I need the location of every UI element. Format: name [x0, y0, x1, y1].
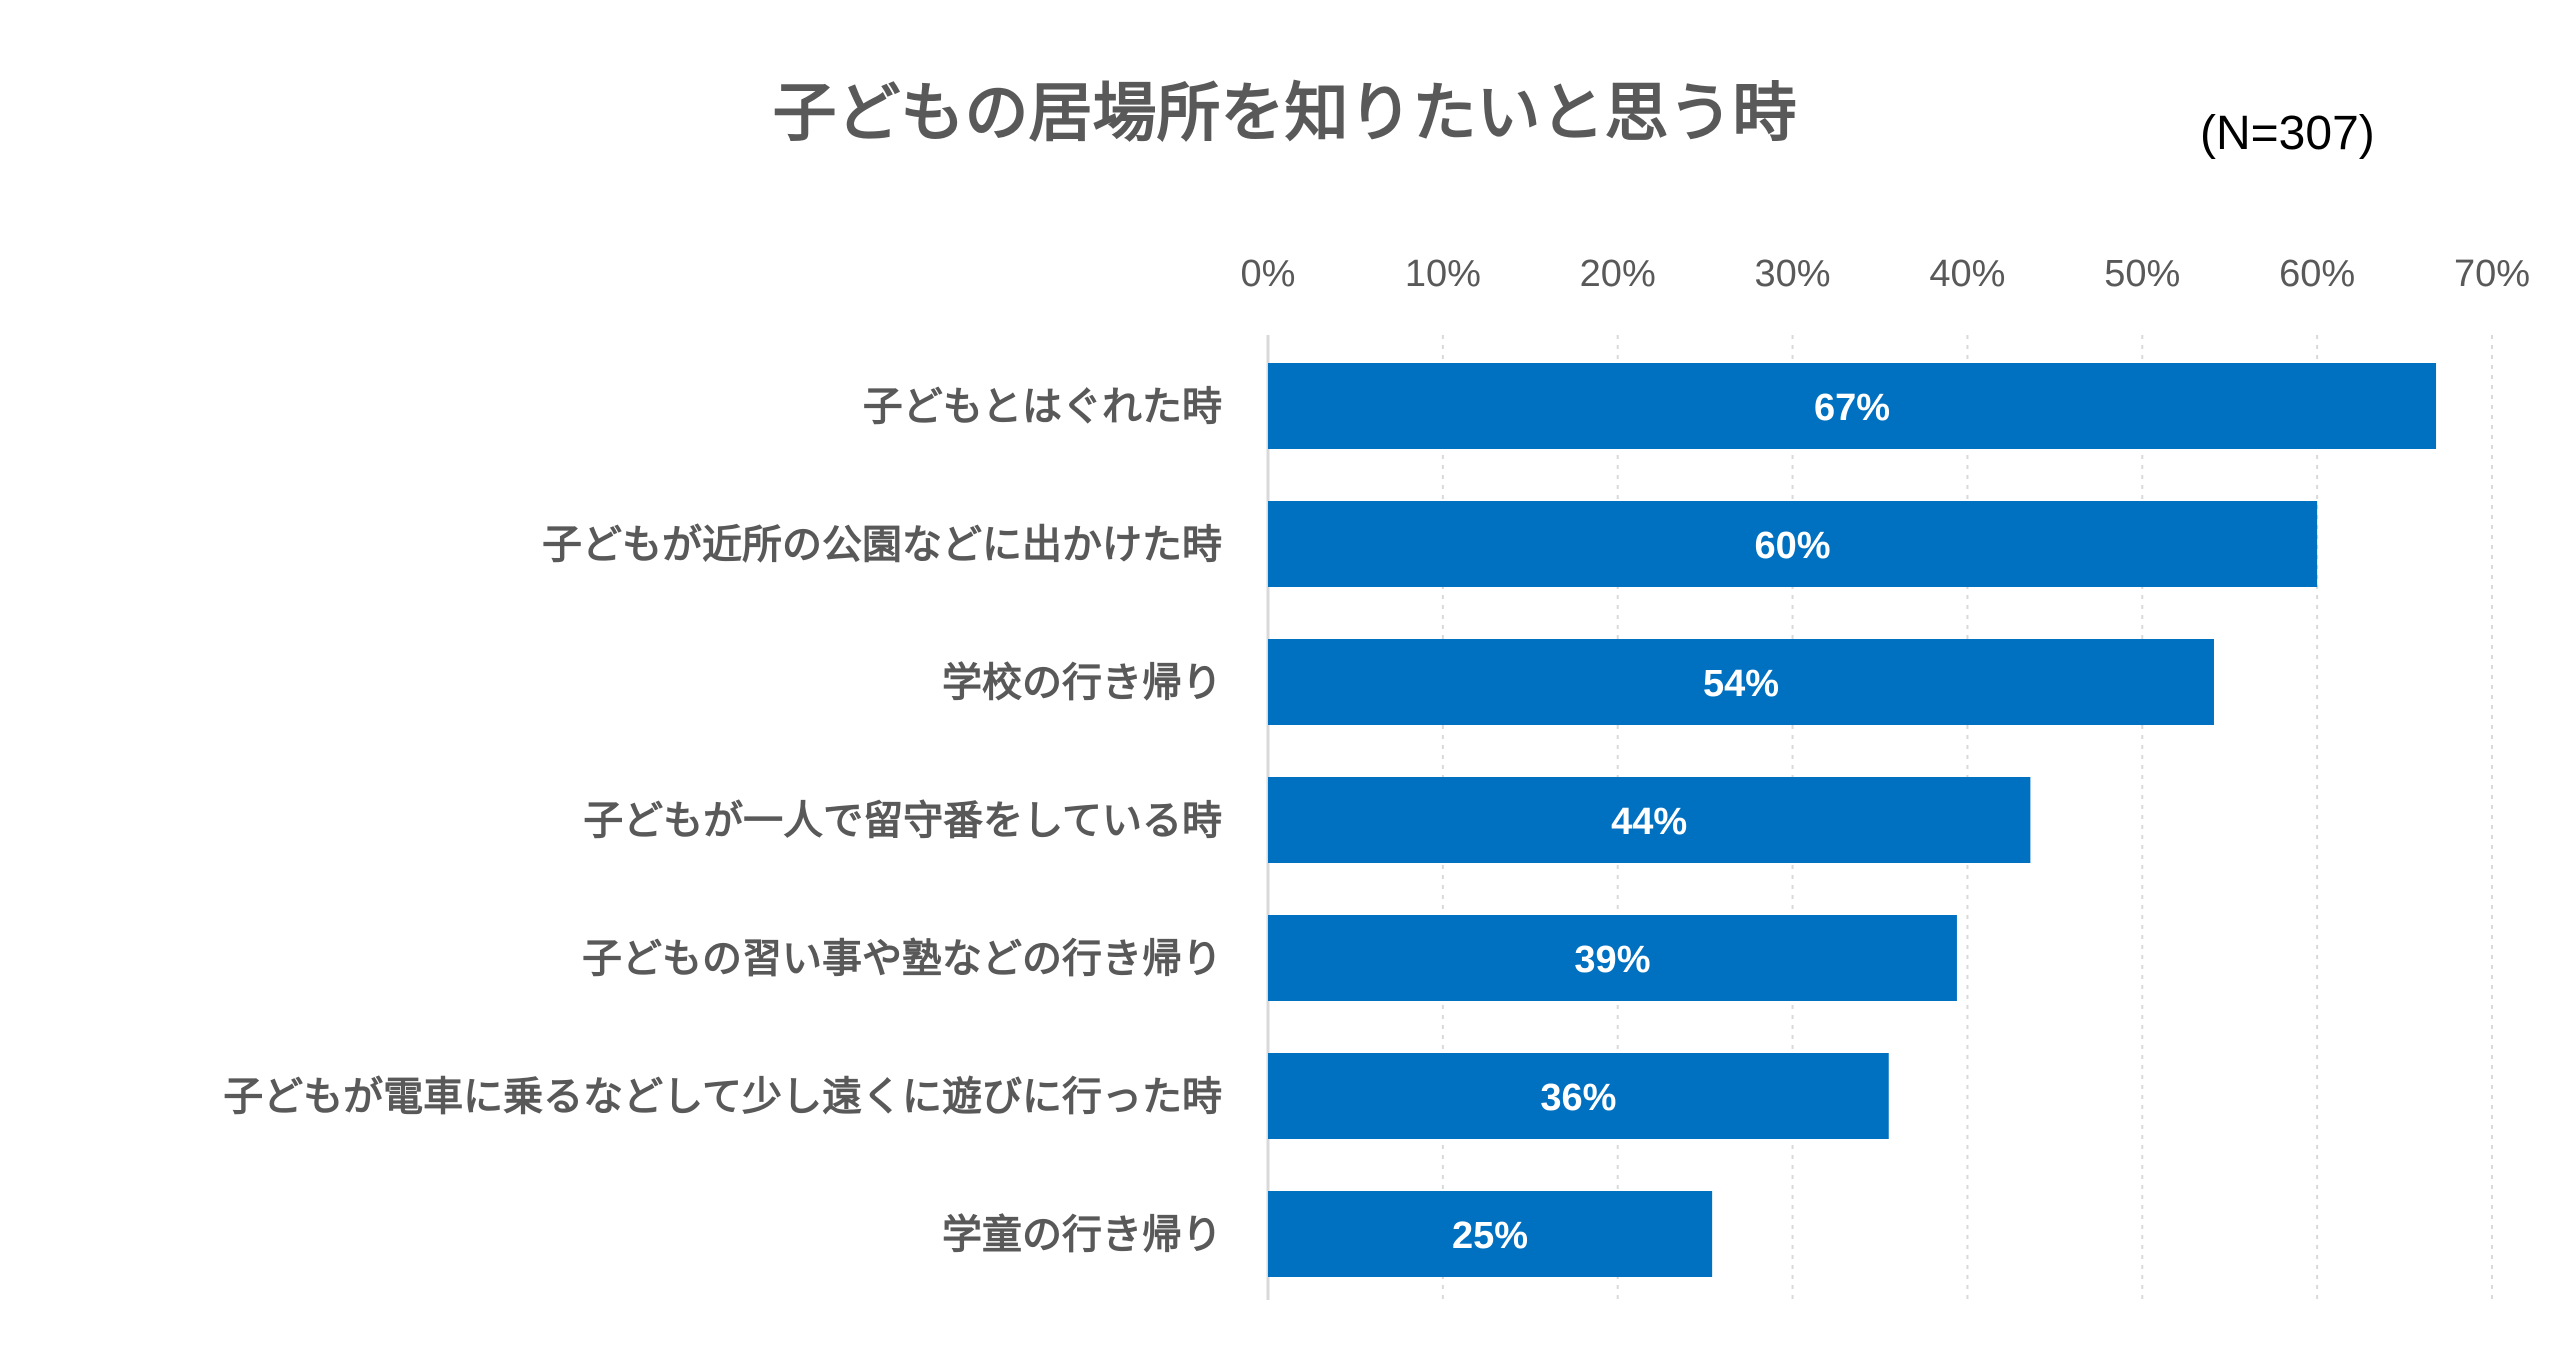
chart-title: 子どもの居場所を知りたいと思う時: [772, 77, 1797, 151]
data-label: 60%: [1755, 525, 1831, 567]
bar: [1268, 501, 2318, 587]
data-label: 39%: [1574, 939, 1650, 981]
x-tick-label: 20%: [1580, 253, 1656, 295]
bar: [1268, 777, 2031, 863]
x-tick-label: 70%: [2454, 253, 2530, 295]
category-label: 子どもが電車に乗るなどして少し遠くに遊びに行った時: [223, 1074, 1222, 1120]
x-tick-label: 50%: [2104, 253, 2180, 295]
category-label: 学校の行き帰り: [942, 660, 1222, 706]
category-label: 学童の行き帰り: [942, 1212, 1222, 1258]
data-label: 25%: [1452, 1215, 1528, 1257]
x-tick-label: 60%: [2279, 253, 2355, 295]
bar: [1268, 1191, 1713, 1277]
bar: [1268, 363, 2437, 449]
x-tick-label: 0%: [1241, 253, 1296, 295]
bars: [1268, 363, 2437, 1277]
category-label: 子どもが一人で留守番をしている時: [583, 798, 1222, 844]
data-label: 54%: [1703, 663, 1779, 705]
x-tick-label: 10%: [1405, 253, 1481, 295]
data-label: 44%: [1611, 801, 1687, 843]
bar: [1268, 915, 1957, 1001]
category-label: 子どもが近所の公園などに出かけた時: [542, 522, 1222, 568]
category-label: 子どもの習い事や塾などの行き帰り: [582, 936, 1222, 982]
data-label: 67%: [1814, 387, 1890, 429]
x-tick-label: 30%: [1755, 253, 1831, 295]
bar: [1268, 1053, 1889, 1139]
category-label: 子どもとはぐれた時: [863, 384, 1222, 430]
data-label: 36%: [1540, 1077, 1616, 1119]
x-axis-ticks: 0% 10% 20% 30% 40% 50% 60% 70%: [1241, 253, 2530, 295]
x-tick-label: 40%: [1929, 253, 2005, 295]
category-labels: 子どもとはぐれた時子どもが近所の公園などに出かけた時学校の行き帰り子どもが一人で…: [223, 384, 1222, 1258]
value-labels: 67% 60% 54% 44% 39% 36% 25%: [1452, 387, 1890, 1257]
bar: [1268, 639, 2214, 725]
sample-size-note: (N=307): [2200, 107, 2375, 160]
